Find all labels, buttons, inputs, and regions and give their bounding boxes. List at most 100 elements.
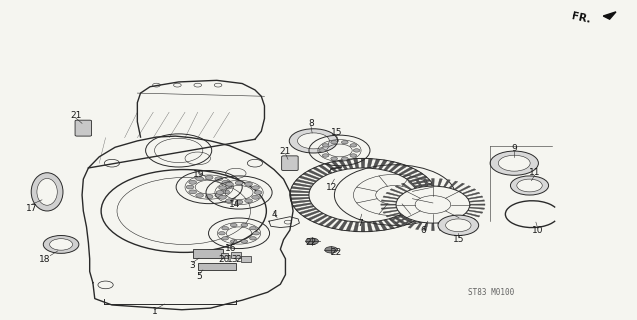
Polygon shape: [325, 163, 337, 172]
Text: 10: 10: [532, 226, 543, 235]
Circle shape: [215, 193, 222, 197]
Polygon shape: [402, 212, 419, 220]
Circle shape: [245, 199, 252, 203]
FancyBboxPatch shape: [220, 253, 228, 258]
Circle shape: [222, 227, 229, 230]
Circle shape: [235, 181, 243, 185]
Text: 5: 5: [196, 272, 202, 281]
Polygon shape: [603, 12, 616, 19]
Text: 1: 1: [152, 307, 157, 316]
Circle shape: [250, 227, 256, 230]
Polygon shape: [449, 221, 458, 228]
Polygon shape: [331, 161, 342, 171]
Polygon shape: [438, 179, 443, 187]
Polygon shape: [318, 165, 333, 173]
Text: 20: 20: [218, 255, 230, 264]
Polygon shape: [401, 219, 412, 226]
Polygon shape: [339, 160, 348, 170]
Polygon shape: [417, 190, 436, 193]
Polygon shape: [313, 167, 328, 175]
Circle shape: [231, 240, 237, 243]
Circle shape: [252, 186, 259, 190]
Polygon shape: [454, 183, 464, 190]
Polygon shape: [361, 222, 365, 232]
Polygon shape: [424, 223, 428, 230]
Polygon shape: [431, 223, 434, 231]
Circle shape: [215, 177, 222, 181]
Polygon shape: [368, 222, 373, 232]
FancyBboxPatch shape: [75, 120, 92, 136]
Polygon shape: [383, 161, 394, 171]
Polygon shape: [303, 210, 320, 217]
Polygon shape: [383, 196, 398, 199]
Polygon shape: [293, 203, 312, 207]
Circle shape: [196, 193, 203, 197]
Polygon shape: [417, 194, 436, 196]
Polygon shape: [406, 173, 423, 180]
Polygon shape: [412, 179, 431, 185]
Circle shape: [218, 186, 226, 190]
Text: 11: 11: [529, 168, 540, 177]
Text: 7: 7: [357, 219, 362, 228]
Text: 18: 18: [39, 255, 51, 264]
Circle shape: [490, 151, 538, 175]
Polygon shape: [313, 215, 328, 223]
Polygon shape: [398, 215, 413, 223]
Polygon shape: [378, 220, 387, 230]
Circle shape: [254, 191, 262, 195]
Polygon shape: [408, 181, 417, 188]
Polygon shape: [398, 167, 413, 175]
Text: 2: 2: [235, 255, 241, 264]
Circle shape: [510, 176, 548, 195]
Circle shape: [322, 154, 329, 157]
Polygon shape: [296, 205, 314, 211]
Polygon shape: [462, 215, 476, 220]
Polygon shape: [454, 219, 464, 226]
Circle shape: [446, 219, 471, 232]
Text: 21: 21: [280, 147, 291, 156]
Circle shape: [319, 149, 326, 152]
Circle shape: [253, 232, 260, 235]
Polygon shape: [394, 217, 408, 225]
Polygon shape: [389, 163, 401, 172]
Polygon shape: [465, 192, 480, 197]
Circle shape: [331, 157, 338, 160]
Polygon shape: [293, 183, 312, 187]
Polygon shape: [308, 212, 324, 220]
Circle shape: [354, 149, 360, 152]
Circle shape: [306, 238, 318, 244]
Circle shape: [235, 200, 243, 204]
Polygon shape: [368, 158, 373, 168]
Polygon shape: [468, 196, 483, 199]
Polygon shape: [354, 222, 359, 232]
Polygon shape: [339, 220, 348, 230]
Text: 8: 8: [308, 119, 314, 128]
Polygon shape: [415, 187, 435, 190]
Circle shape: [205, 176, 213, 180]
Polygon shape: [395, 217, 408, 224]
Polygon shape: [458, 186, 471, 192]
Polygon shape: [383, 220, 394, 229]
Circle shape: [396, 186, 469, 223]
Polygon shape: [290, 190, 310, 193]
Polygon shape: [389, 218, 401, 227]
Polygon shape: [465, 212, 480, 217]
Polygon shape: [438, 223, 443, 230]
Polygon shape: [386, 192, 401, 197]
Circle shape: [222, 237, 229, 240]
Text: 6: 6: [420, 226, 426, 235]
Polygon shape: [291, 200, 310, 204]
Circle shape: [438, 215, 478, 236]
Polygon shape: [468, 210, 483, 213]
Circle shape: [498, 155, 530, 171]
Ellipse shape: [37, 179, 57, 205]
Polygon shape: [381, 204, 396, 205]
Polygon shape: [449, 181, 458, 188]
Polygon shape: [443, 180, 450, 187]
Polygon shape: [395, 186, 408, 192]
Polygon shape: [415, 180, 422, 187]
Polygon shape: [299, 176, 317, 182]
Polygon shape: [406, 210, 423, 217]
Circle shape: [252, 195, 259, 199]
Polygon shape: [401, 183, 412, 190]
